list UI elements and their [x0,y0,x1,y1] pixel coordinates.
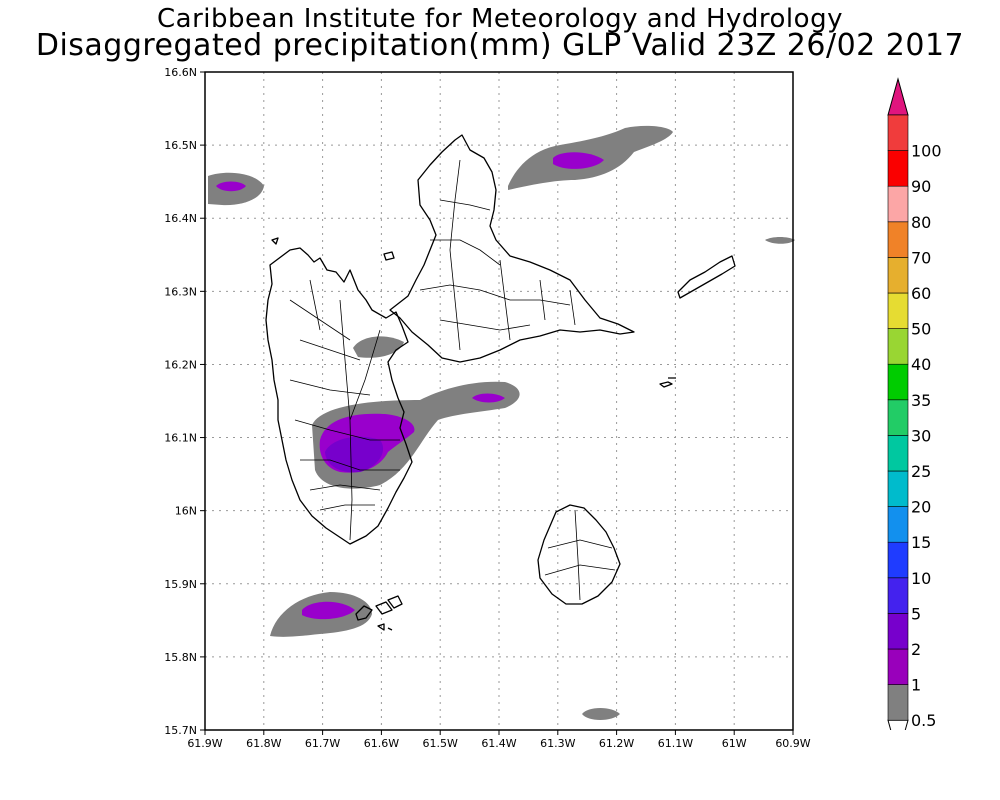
legend-label: 2 [911,640,921,659]
x-tick-label: 61.9W [187,737,222,750]
legend-swatch [887,185,909,223]
legend-swatch [887,577,909,614]
x-tick-label: 61.5W [423,737,458,750]
legend-label: 100 [911,142,942,161]
y-tick-label: 15.8N [164,651,197,664]
precip-area-gray [765,237,795,244]
legend-swatch [887,114,909,151]
legend-label: 50 [911,320,931,339]
legend-swatch [887,613,909,650]
legend-label: 20 [911,498,931,517]
commune-lines [544,509,616,601]
x-tick-label: 61.1W [658,737,693,750]
legend-label: 90 [911,177,931,196]
precip-area-purple [302,601,355,620]
precip-area-gray [353,336,404,358]
legend-label: 0.5 [911,711,936,730]
legend-swatch [887,648,909,685]
y-tick-label: 16.3N [164,285,197,298]
legend-arrow-max [887,77,909,116]
legend-label: 25 [911,462,931,481]
legend-swatch [887,150,909,187]
legend-swatch [887,328,909,365]
island-marie-galante [537,504,621,605]
precip-area-purple [553,152,604,169]
chart-subtitle: Disaggregated precipitation(mm) GLP Vali… [35,28,965,63]
legend-swatch [887,257,909,294]
legend-swatch [887,435,909,472]
island-les-saintes [355,595,403,631]
legend-swatch [887,221,909,258]
legend-swatch [887,506,909,543]
y-tick-label: 16.5N [164,139,197,152]
commune-lines [419,159,576,351]
precip-area-purple [472,393,505,403]
y-tick-label: 16.6N [164,66,197,79]
legend-swatch [887,541,909,579]
legend-swatch [887,363,909,401]
x-axis: 61.9W 61.8W 61.7W 61.6W 61.5W 61.4W 61.3W 61.2W… [187,730,811,750]
y-tick-label: 15.9N [164,578,197,591]
y-tick-label: 16.4N [164,212,197,225]
precip-area-gray [582,708,620,720]
x-tick-label: 61.2W [599,737,634,750]
island-petite-terre [659,377,676,388]
y-tick-label: 15.7N [164,724,197,737]
precip-contours [208,125,795,720]
legend-label: 30 [911,426,931,445]
island-basse-terre [265,247,413,545]
y-axis: 15.7N 15.8N 15.9N 16N 16.1N 16.2N 16.3N 16.4N 16… [164,66,205,737]
legend-swatch [887,470,909,507]
islet [271,237,395,261]
legend-label: 80 [911,213,931,232]
legend-arrow-min [887,719,909,730]
x-tick-label: 61.8W [246,737,281,750]
legend-label: 60 [911,284,931,303]
x-tick-label: 60.9W [775,737,810,750]
river-lines [289,279,400,541]
legend-label: 70 [911,248,931,267]
chart-title: Caribbean Institute for Meteorology and … [157,4,843,34]
legend-label: 1 [911,676,921,695]
island-grande-terre [389,134,635,363]
precip-area-purple [216,181,246,192]
legend-label: 35 [911,391,931,410]
island-outlines [265,134,736,631]
x-tick-label: 61.6W [364,737,399,750]
x-tick-label: 61.7W [305,737,340,750]
island-la-desirade [677,255,736,299]
legend-swatch [887,399,909,436]
legend-label: 40 [911,355,931,374]
x-tick-label: 61W [722,737,747,750]
legend-swatch [887,684,909,721]
legend-label: 10 [911,569,931,588]
x-tick-label: 61.3W [540,737,575,750]
legend-label: 15 [911,533,931,552]
legend-swatch [887,292,909,329]
y-tick-label: 16.2N [164,358,197,371]
y-tick-label: 16N [175,505,197,518]
y-tick-label: 16.1N [164,432,197,445]
x-tick-label: 61.4W [481,737,516,750]
legend-label: 5 [911,604,921,623]
grid-lines [205,72,793,730]
